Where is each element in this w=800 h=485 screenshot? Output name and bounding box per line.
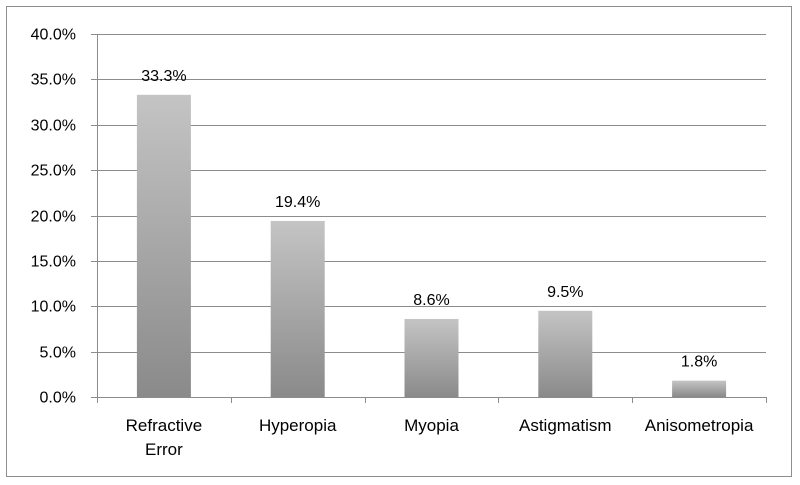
axes: [97, 34, 767, 403]
bar: [404, 318, 459, 397]
y-tick-label: 40.0%: [31, 27, 76, 44]
category-label-line: Error: [145, 440, 183, 459]
y-tick-label: 15.0%: [31, 254, 76, 271]
bar: [270, 220, 325, 397]
category-label: Anisometropia: [645, 416, 754, 435]
gridlines: [91, 34, 766, 398]
category-label: Hyperopia: [259, 416, 337, 435]
data-label: 19.4%: [275, 194, 320, 211]
category-label-line: Refractive: [126, 416, 203, 435]
category-label: Myopia: [404, 416, 459, 435]
y-tick-label: 0.0%: [40, 390, 76, 407]
data-label: 8.6%: [413, 292, 449, 309]
category-label-line: Hyperopia: [259, 416, 337, 435]
y-tick-label: 20.0%: [31, 209, 76, 226]
y-tick-label: 35.0%: [31, 72, 76, 89]
category-label: Astigmatism: [519, 416, 612, 435]
x-axis-category-labels: Refractive Error Hyperopia Myopia Astigmatis…: [126, 416, 754, 459]
bars: [136, 94, 727, 398]
category-label-line: Myopia: [404, 416, 459, 435]
y-axis-tick-labels: 0.0% 5.0% 10.0% 15.0% 20.0% 25.0% 30.0% 35.0% 40…: [31, 27, 76, 407]
data-label: 1.8%: [681, 354, 717, 371]
category-label-line: Astigmatism: [519, 416, 612, 435]
category-label-line: Anisometropia: [645, 416, 754, 435]
data-labels: 33.3% 19.4% 8.6% 9.5% 1.8%: [141, 68, 717, 371]
bar: [538, 310, 593, 397]
y-tick-label: 30.0%: [31, 118, 76, 135]
y-tick-label: 10.0%: [31, 299, 76, 316]
data-label: 33.3%: [141, 68, 186, 85]
data-label: 9.5%: [547, 284, 583, 301]
bar: [672, 380, 727, 397]
y-tick-label: 25.0%: [31, 163, 76, 180]
bar: [136, 94, 191, 398]
y-tick-label: 5.0%: [40, 345, 76, 362]
category-label: Refractive Error: [126, 416, 203, 459]
